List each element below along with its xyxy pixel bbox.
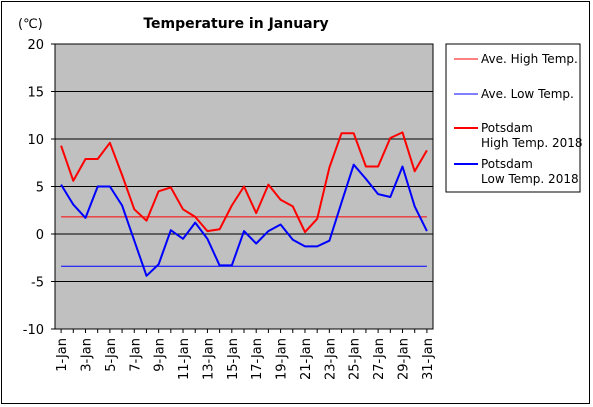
series-line-3 <box>60 163 428 277</box>
y-tick-label: -5 <box>31 276 44 291</box>
series-line-2 <box>60 131 428 234</box>
x-tick-label: 31-Jan <box>421 338 436 380</box>
x-tick-label: 19-Jan <box>275 338 290 380</box>
x-tick-label: 7-Jan <box>128 338 143 372</box>
x-tick-label: 1-Jan <box>55 338 70 372</box>
x-tick-label: 3-Jan <box>79 338 94 372</box>
x-tick-label: 27-Jan <box>372 338 387 380</box>
y-tick-label: 15 <box>27 86 44 101</box>
chart-title: Temperature in January <box>143 16 328 32</box>
y-tick-label: 5 <box>36 181 44 196</box>
y-tick-label: -10 <box>23 323 44 338</box>
x-tick-label: 15-Jan <box>226 338 241 380</box>
legend-box <box>445 43 581 193</box>
series-layer <box>60 131 428 277</box>
x-tick-label: 5-Jan <box>104 338 119 372</box>
x-tick-label: 29-Jan <box>397 338 412 380</box>
x-tick-label: 25-Jan <box>348 338 363 380</box>
legend-label-0: Ave. High Temp. <box>481 52 578 66</box>
x-tick-label: 23-Jan <box>323 338 338 380</box>
legend-label-2: Potsdam High Temp. 2018 <box>481 121 583 150</box>
x-tick-label: 11-Jan <box>177 338 192 380</box>
y-tick-label: 0 <box>36 228 44 243</box>
legend-label-1: Ave. Low Temp. <box>481 87 574 101</box>
x-tick-label: 9-Jan <box>153 338 168 372</box>
y-tick-label: 10 <box>27 133 44 148</box>
y-tick-label: 20 <box>27 38 44 53</box>
x-tick-label: 13-Jan <box>201 338 216 380</box>
x-tick-label: 17-Jan <box>250 338 265 380</box>
y-axis-ticks: -10 -5 0 5 10 15 20 <box>23 38 55 338</box>
x-axis-ticks: 1-Jan 3-Jan 5-Jan 7-Jan 9-Jan 11-Jan 13-Jan 15-… <box>55 329 436 380</box>
legend: Ave. High Temp. Ave. Low Temp. Potsdam High… <box>445 43 583 193</box>
x-tick-label: 21-Jan <box>299 338 314 380</box>
legend-label-3: Potsdam Low Temp. 2018 <box>481 157 579 186</box>
y-axis-unit: (℃) <box>18 17 43 32</box>
